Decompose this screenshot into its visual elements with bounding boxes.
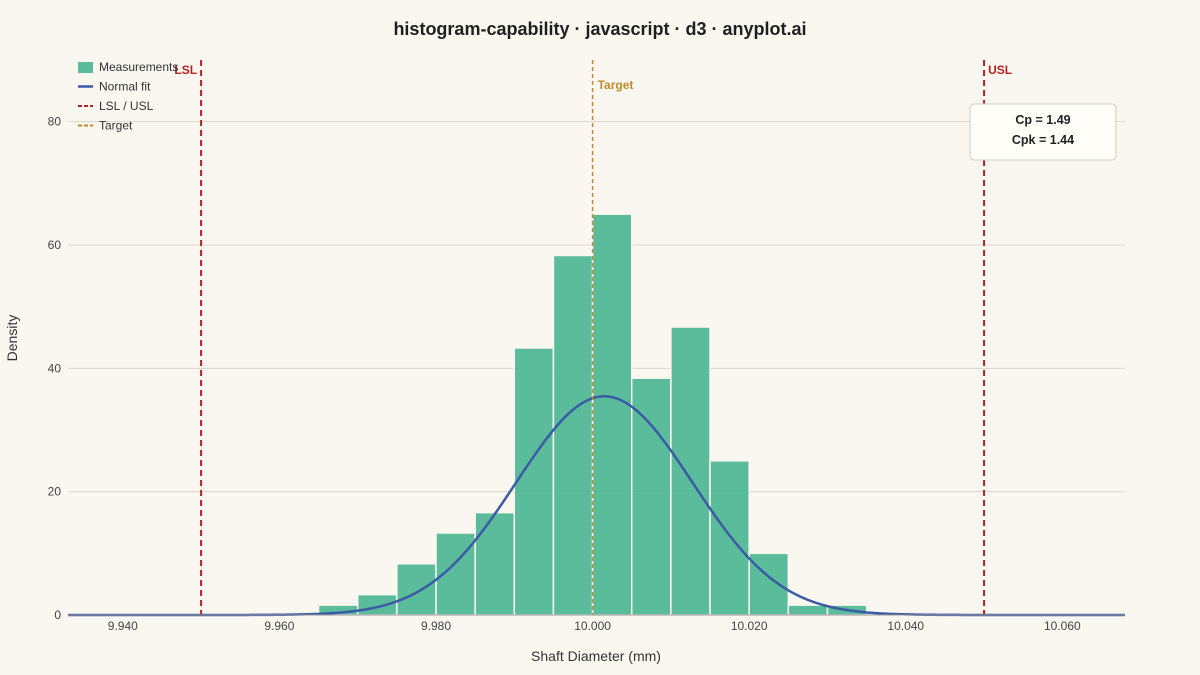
y-axis-label: Density [4, 315, 20, 362]
y-tick-label-20: 20 [48, 485, 62, 499]
capability-box-background [969, 103, 1117, 161]
x-tick-label-9.940: 9.940 [108, 619, 138, 633]
lsl-label: LSL [174, 63, 197, 77]
x-tick-label-9.960: 9.960 [264, 619, 294, 633]
histogram-bar-7 [552, 254, 594, 616]
x-tick-label-10.060: 10.060 [1044, 619, 1081, 633]
histogram-bar-2 [356, 593, 398, 616]
x-tick-label-10.040: 10.040 [887, 619, 924, 633]
legend-label-lsl-usl: LSL / USL [99, 99, 154, 113]
legend-label-normal-fit: Normal fit [99, 80, 151, 94]
legend: Measurements Normal fit LSL / USL Target [78, 60, 178, 133]
histogram-bar-6 [513, 347, 555, 616]
x-axis-label: Shaft Diameter (mm) [531, 648, 661, 664]
histogram-bar-11 [709, 460, 750, 616]
legend-label-measurements: Measurements [99, 60, 178, 74]
capability-box: Cp = 1.49 Cpk = 1.44 [969, 103, 1117, 161]
x-tick-label-10.000: 10.000 [574, 619, 611, 633]
x-axis-ticks: 9.940 9.960 9.980 10.000 10.020 10.040 10.060 [108, 619, 1081, 633]
y-tick-label-0: 0 [54, 608, 61, 622]
histogram-bar-8 [591, 213, 633, 616]
chart-title: histogram-capability · javascript · d3 ·… [393, 19, 806, 39]
y-tick-label-40: 40 [48, 361, 62, 375]
histogram-bar-9 [630, 377, 672, 616]
target-label: Target [598, 78, 634, 92]
histogram-bar-3 [396, 563, 437, 616]
y-axis-ticks: 0 20 40 60 80 [48, 115, 62, 622]
histogram-bars [317, 213, 868, 616]
y-tick-label-60: 60 [48, 238, 62, 252]
cpk-value: Cpk = 1.44 [1012, 133, 1074, 147]
legend-swatch-measurements [78, 62, 93, 73]
x-tick-label-10.020: 10.020 [731, 619, 768, 633]
histogram-bar-12 [748, 552, 790, 616]
histogram-bar-5 [474, 511, 516, 616]
x-tick-label-9.980: 9.980 [421, 619, 451, 633]
y-tick-label-80: 80 [48, 115, 62, 129]
histogram-bar-10 [670, 326, 711, 616]
cp-value: Cp = 1.49 [1015, 113, 1070, 127]
histogram-bar-13 [787, 604, 829, 616]
legend-label-target: Target [99, 119, 133, 133]
usl-label: USL [988, 63, 1012, 77]
